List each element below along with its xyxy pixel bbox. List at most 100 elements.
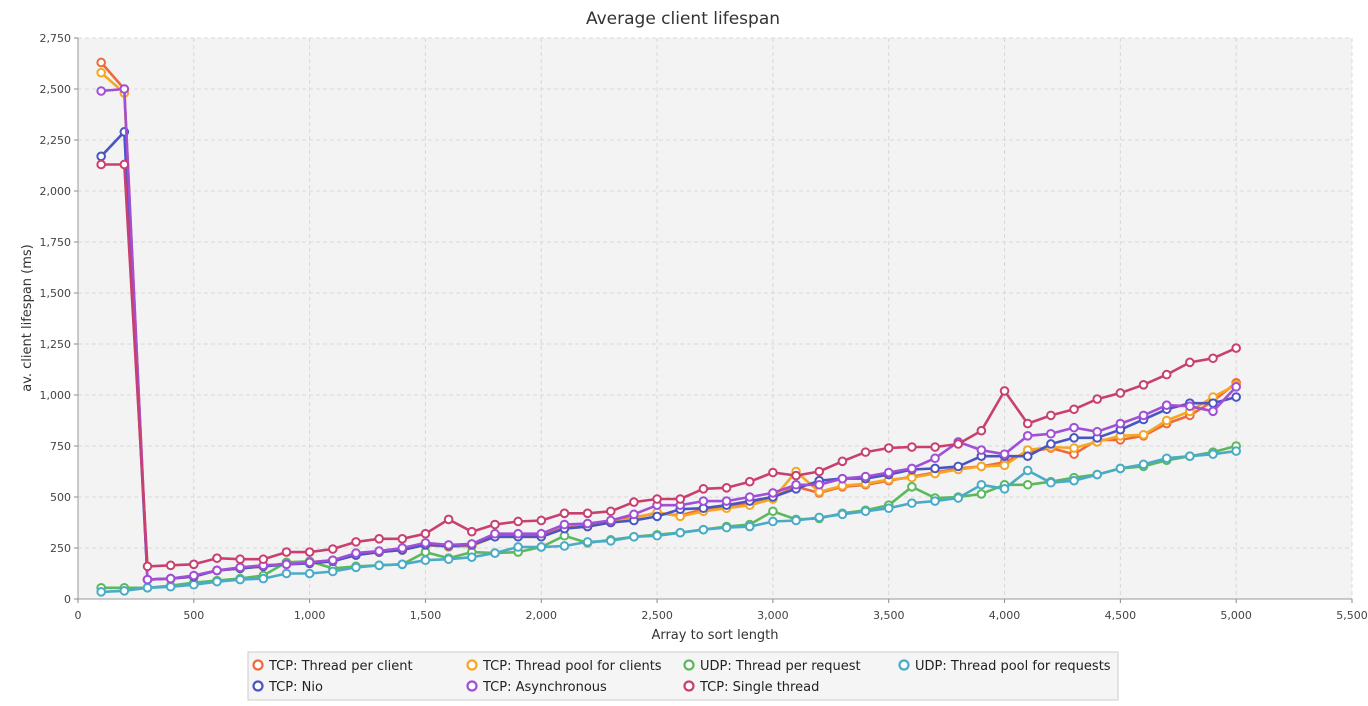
data-point xyxy=(235,562,245,573)
data-point xyxy=(443,540,454,550)
data-point xyxy=(559,519,570,530)
x-tick-label: 5,500 xyxy=(1336,609,1368,622)
data-point xyxy=(443,514,454,525)
data-point xyxy=(999,386,1010,396)
data-point xyxy=(721,483,732,493)
data-point xyxy=(397,534,408,544)
data-point xyxy=(142,574,153,585)
legend-label: TCP: Nio xyxy=(268,680,323,695)
data-point xyxy=(189,579,199,590)
y-tick-label: 1,000 xyxy=(40,389,72,402)
y-tick-label: 2,000 xyxy=(40,185,72,198)
data-point xyxy=(791,479,801,490)
data-point xyxy=(96,86,106,96)
data-point xyxy=(953,493,964,503)
data-point xyxy=(1231,382,1241,392)
data-point xyxy=(814,466,825,477)
legend-item: UDP: Thread pool for requests xyxy=(898,659,1111,674)
data-point xyxy=(976,461,987,472)
x-tick-label: 500 xyxy=(183,609,204,622)
data-point xyxy=(768,506,778,517)
data-point xyxy=(351,562,361,573)
series-5 xyxy=(96,84,1241,585)
x-tick-label: 3,500 xyxy=(873,609,905,622)
data-point xyxy=(1138,380,1149,390)
x-tick-label: 4,000 xyxy=(989,609,1021,622)
data-point xyxy=(883,503,894,514)
data-point xyxy=(1069,422,1079,433)
data-point xyxy=(698,496,709,506)
data-point xyxy=(907,472,917,483)
data-point xyxy=(304,547,315,557)
legend-marker xyxy=(898,659,910,671)
data-point xyxy=(1138,459,1149,470)
data-point xyxy=(1208,406,1218,417)
data-point xyxy=(1231,343,1241,353)
data-point xyxy=(675,494,686,504)
x-tick-label: 1,500 xyxy=(410,609,442,622)
legend-item: UDP: Thread per request xyxy=(683,659,861,674)
data-point xyxy=(1022,431,1033,441)
data-point xyxy=(513,516,523,527)
data-point xyxy=(883,443,894,453)
data-point xyxy=(96,57,106,68)
data-point xyxy=(513,542,523,552)
data-point xyxy=(374,546,384,556)
data-point xyxy=(1092,469,1102,480)
data-point xyxy=(281,568,292,579)
data-point xyxy=(1069,475,1079,486)
data-point xyxy=(814,512,825,523)
data-point xyxy=(605,506,616,517)
y-tick-label: 250 xyxy=(50,542,71,555)
data-point xyxy=(235,554,245,565)
data-point xyxy=(768,488,778,498)
legend-label: UDP: Thread per request xyxy=(700,659,861,674)
data-point xyxy=(999,460,1010,471)
data-point xyxy=(420,555,431,566)
data-point xyxy=(559,541,570,551)
data-point xyxy=(304,557,315,568)
data-point xyxy=(374,534,384,544)
data-point xyxy=(768,516,778,527)
data-point xyxy=(1138,429,1149,440)
data-point xyxy=(999,484,1010,494)
data-point xyxy=(1115,463,1126,474)
data-point xyxy=(791,515,801,526)
data-point xyxy=(883,467,894,478)
y-tick-label: 2,500 xyxy=(40,83,72,96)
data-point xyxy=(96,67,106,78)
data-point xyxy=(860,471,871,482)
data-point xyxy=(976,445,987,455)
data-point xyxy=(119,84,130,94)
data-point xyxy=(860,506,871,517)
data-point xyxy=(930,463,940,474)
data-point xyxy=(907,482,917,492)
data-point xyxy=(605,536,616,546)
data-point xyxy=(582,537,593,547)
legend-item: TCP: Thread per client xyxy=(252,659,413,674)
data-point xyxy=(629,497,639,507)
data-point xyxy=(953,461,964,472)
data-point xyxy=(652,530,662,541)
data-point xyxy=(328,566,338,577)
data-point xyxy=(96,159,106,170)
data-point xyxy=(1208,398,1218,408)
x-tick-label: 0 xyxy=(75,609,82,622)
data-point xyxy=(328,555,338,566)
data-point xyxy=(930,442,940,452)
data-point xyxy=(675,527,686,538)
data-point xyxy=(1046,410,1056,421)
legend-item: TCP: Nio xyxy=(252,680,323,695)
x-axis-label: Array to sort length xyxy=(651,628,778,643)
data-point xyxy=(1092,394,1102,404)
data-point xyxy=(351,548,361,558)
data-point xyxy=(930,453,940,464)
y-tick-label: 1,500 xyxy=(40,287,72,300)
data-point xyxy=(374,560,384,571)
data-point xyxy=(1161,369,1172,380)
data-point xyxy=(490,548,500,558)
data-point xyxy=(837,509,848,520)
legend-label: TCP: Asynchronous xyxy=(482,680,607,695)
legend-marker xyxy=(683,659,695,671)
